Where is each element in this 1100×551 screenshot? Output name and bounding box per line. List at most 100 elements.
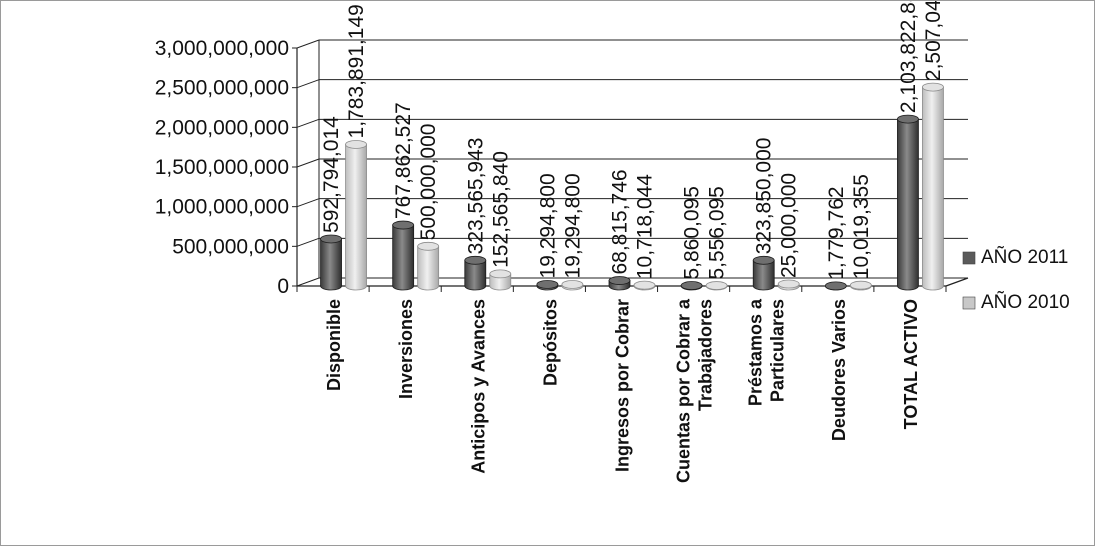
bar-top bbox=[752, 255, 775, 265]
legend-swatch bbox=[962, 296, 976, 310]
category-label: Trabajadores bbox=[696, 299, 716, 411]
cylinder-bar bbox=[489, 269, 512, 291]
cylinder-bar bbox=[464, 255, 487, 291]
legend-entry: AÑO 2011 bbox=[981, 246, 1068, 268]
bar-body bbox=[922, 86, 944, 291]
gridline-diagonal bbox=[296, 277, 320, 287]
bar-body bbox=[345, 144, 367, 291]
data-label: 2,103,822,887 bbox=[897, 1, 920, 113]
cylinder-bar bbox=[777, 279, 800, 291]
bar-body bbox=[464, 259, 487, 291]
data-label: 10,718,044 bbox=[634, 174, 657, 279]
bar-top bbox=[417, 241, 440, 251]
bar-top bbox=[345, 140, 367, 149]
bar-top bbox=[633, 280, 656, 290]
data-label: 5,556,095 bbox=[706, 186, 729, 279]
gridline-diagonal bbox=[296, 118, 320, 128]
category-label: Inversiones bbox=[396, 299, 416, 399]
gridline-diagonal bbox=[296, 79, 320, 89]
data-label: 767,862,527 bbox=[392, 102, 415, 219]
bar-body bbox=[417, 245, 440, 291]
y-tick-label: 2,500,000,000 bbox=[155, 77, 289, 100]
bar-body bbox=[320, 238, 342, 291]
axis-layer: 0 500,000,000 1,000,000,000 1,500,000,000 2,… bbox=[155, 37, 969, 298]
category-label: Disponible bbox=[324, 299, 344, 391]
category-label: Anticipos y Avances bbox=[468, 299, 488, 474]
bar-top bbox=[680, 281, 703, 290]
cylinder-bar bbox=[633, 280, 656, 291]
category-label: Ingresos por Cobrar bbox=[613, 299, 633, 472]
data-label: 19,294,800 bbox=[536, 173, 559, 278]
bar-top bbox=[536, 280, 559, 289]
category-label: Cuentas por Cobrar a bbox=[674, 298, 694, 483]
bar-top bbox=[392, 220, 415, 230]
legend-swatch bbox=[962, 251, 976, 265]
legend: AÑO 2011 AÑO 2010 bbox=[962, 246, 1070, 313]
y-tick-label: 500,000,000 bbox=[172, 235, 289, 258]
category-label: TOTAL ACTIVO bbox=[901, 299, 921, 429]
bar-top bbox=[777, 279, 800, 289]
cylinder-bar bbox=[897, 114, 919, 291]
bar-layer bbox=[320, 82, 944, 291]
data-label: 323,565,943 bbox=[464, 138, 487, 255]
category-label: Deudores Varios bbox=[829, 299, 849, 441]
data-label: 1,779,762 bbox=[825, 186, 848, 279]
category-label: Préstamos a bbox=[746, 298, 766, 406]
gridline-diagonal bbox=[296, 237, 320, 247]
bar-top bbox=[489, 269, 512, 279]
y-tick-label: 1,500,000,000 bbox=[155, 156, 289, 179]
bar-top bbox=[922, 82, 944, 92]
data-label: 19,294,800 bbox=[561, 173, 584, 278]
bar-top bbox=[849, 280, 872, 290]
bar-top bbox=[561, 280, 584, 289]
category-label: Depósitos bbox=[540, 299, 560, 386]
cylinder-bar bbox=[608, 276, 631, 291]
cylinder-bar bbox=[561, 280, 584, 291]
bar-top bbox=[705, 281, 728, 290]
category-label: Particulares bbox=[768, 299, 788, 402]
data-label: 10,019,355 bbox=[850, 174, 873, 279]
y-tick-label: 2,000,000,000 bbox=[155, 116, 289, 139]
data-label: 25,000,000 bbox=[778, 173, 801, 278]
cylinder-bar bbox=[320, 234, 342, 291]
floor-edge bbox=[945, 277, 969, 287]
bar-body bbox=[392, 224, 415, 291]
cylinder-bar bbox=[536, 280, 559, 291]
bar-top bbox=[464, 255, 487, 265]
data-label: 500,000,000 bbox=[417, 124, 440, 241]
bar-top bbox=[824, 281, 847, 291]
cylinder-bar bbox=[680, 281, 703, 291]
cylinder-bar bbox=[849, 280, 872, 291]
bar-top bbox=[608, 276, 631, 285]
data-label: 152,565,840 bbox=[489, 151, 512, 268]
cylinder-bar bbox=[752, 255, 775, 291]
category-label-layer: Disponible Inversiones Anticipos y Avances… bbox=[324, 298, 921, 483]
gridline-diagonal bbox=[296, 39, 320, 49]
data-label: 592,794,014 bbox=[320, 116, 343, 233]
cylinder-bar bbox=[824, 281, 847, 291]
cylinder-bar bbox=[345, 140, 367, 291]
data-label: 68,815,746 bbox=[609, 169, 632, 274]
gridline-diagonal bbox=[296, 158, 320, 168]
bar-body bbox=[897, 118, 919, 291]
bar-body bbox=[489, 273, 512, 291]
bar-top bbox=[897, 114, 919, 124]
data-label: 2,507,045,283 bbox=[922, 1, 945, 81]
bar-top bbox=[320, 234, 342, 244]
data-label: 323,850,000 bbox=[753, 138, 776, 255]
bar-body bbox=[752, 259, 775, 291]
cylinder-bar bbox=[417, 241, 440, 291]
cylinder-bar bbox=[705, 281, 728, 291]
legend-entry: AÑO 2010 bbox=[981, 291, 1070, 313]
data-label: 1,783,891,149 bbox=[345, 4, 368, 138]
y-tick-label: 0 bbox=[277, 275, 289, 298]
data-label: 5,860,095 bbox=[681, 186, 704, 279]
gridline-diagonal bbox=[296, 198, 320, 208]
y-tick-label: 1,000,000,000 bbox=[155, 196, 289, 219]
cylinder-bar bbox=[922, 82, 944, 291]
y-tick-label: 3,000,000,000 bbox=[155, 37, 289, 60]
cylinder-bar bbox=[392, 220, 415, 291]
